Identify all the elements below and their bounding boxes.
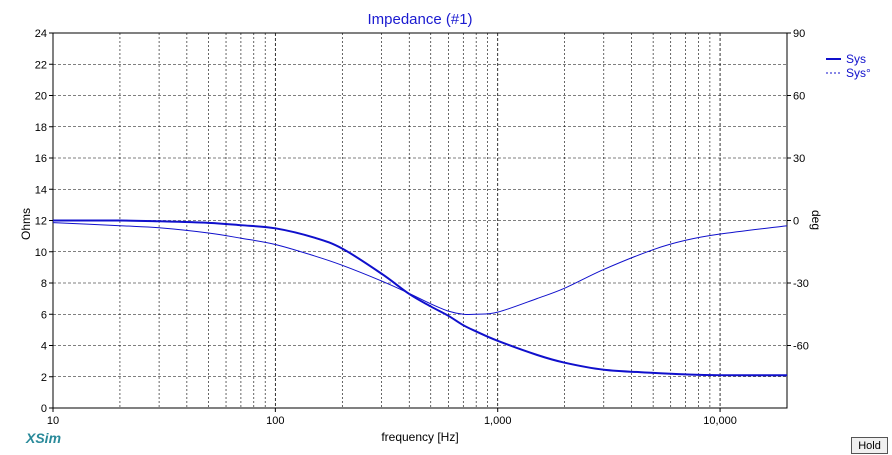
- y-left-tick-label: 14: [35, 184, 47, 196]
- x-tick-label: 100: [266, 415, 284, 427]
- y-left-tick-label: 20: [35, 91, 47, 103]
- y-right-tick-label: 90: [793, 28, 805, 40]
- y-left-tick-label: 24: [35, 28, 47, 40]
- series-line-sys-phase: [52, 222, 788, 316]
- x-tick-label: 1,000: [484, 415, 512, 427]
- y-left-tick-label: 18: [35, 122, 47, 134]
- legend-label: Sys: [846, 52, 866, 66]
- y-left-tick-label: 6: [41, 309, 47, 321]
- hold-button[interactable]: Hold: [851, 437, 888, 454]
- y-axis-label-left: Ohms: [19, 208, 33, 240]
- y-left-tick-label: 10: [35, 247, 47, 259]
- y-left-tick-label: 0: [41, 403, 47, 415]
- y-left-tick-label: 8: [41, 278, 47, 290]
- chart-title: Impedance (#1): [367, 11, 472, 28]
- y-left-tick-label: 22: [35, 59, 47, 71]
- series-line-sys: [52, 219, 788, 377]
- y-left-tick-label: 12: [35, 216, 47, 228]
- y-right-tick-label: -30: [793, 278, 809, 290]
- legend-label: Sys°: [846, 66, 871, 80]
- grid-lines: [53, 33, 787, 408]
- y-right-tick-label: 30: [793, 153, 805, 165]
- y-left-tick-label: 16: [35, 153, 47, 165]
- y-axis-label-right: deg: [809, 210, 823, 230]
- y-right-tick-label: 0: [793, 216, 799, 228]
- y-right-tick-label: -60: [793, 341, 809, 353]
- x-tick-label: 10: [47, 415, 59, 427]
- y-right-tick-label: 60: [793, 91, 805, 103]
- app-logo: XSim: [26, 430, 62, 446]
- y-left-tick-label: 4: [41, 341, 47, 353]
- x-axis-label: frequency [Hz]: [381, 430, 458, 444]
- series-lines: [52, 219, 788, 377]
- x-tick-label: 10,000: [703, 415, 737, 427]
- y-left-tick-label: 2: [41, 372, 47, 384]
